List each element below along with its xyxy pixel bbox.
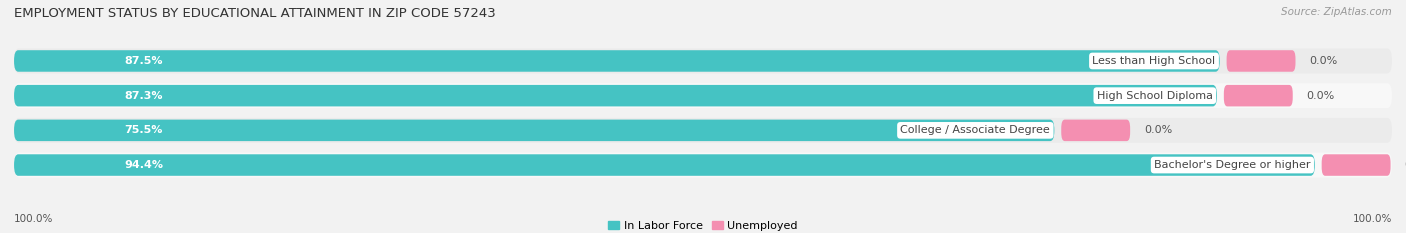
FancyBboxPatch shape — [14, 85, 1218, 106]
Text: 87.3%: 87.3% — [124, 91, 163, 101]
FancyBboxPatch shape — [1062, 120, 1130, 141]
Text: EMPLOYMENT STATUS BY EDUCATIONAL ATTAINMENT IN ZIP CODE 57243: EMPLOYMENT STATUS BY EDUCATIONAL ATTAINM… — [14, 7, 496, 20]
Text: 0.0%: 0.0% — [1144, 125, 1173, 135]
FancyBboxPatch shape — [14, 50, 1220, 72]
FancyBboxPatch shape — [14, 153, 1392, 178]
Text: Bachelor's Degree or higher: Bachelor's Degree or higher — [1154, 160, 1310, 170]
Text: 0.0%: 0.0% — [1306, 91, 1334, 101]
FancyBboxPatch shape — [14, 48, 1392, 73]
Text: High School Diploma: High School Diploma — [1097, 91, 1213, 101]
FancyBboxPatch shape — [14, 83, 1392, 108]
FancyBboxPatch shape — [14, 154, 1315, 176]
Text: 75.5%: 75.5% — [124, 125, 163, 135]
FancyBboxPatch shape — [14, 118, 1392, 143]
Text: Source: ZipAtlas.com: Source: ZipAtlas.com — [1281, 7, 1392, 17]
FancyBboxPatch shape — [1226, 50, 1295, 72]
FancyBboxPatch shape — [14, 120, 1054, 141]
Text: College / Associate Degree: College / Associate Degree — [900, 125, 1050, 135]
Text: 100.0%: 100.0% — [1353, 214, 1392, 224]
FancyBboxPatch shape — [1322, 154, 1391, 176]
Legend: In Labor Force, Unemployed: In Labor Force, Unemployed — [603, 216, 803, 233]
Text: 100.0%: 100.0% — [14, 214, 53, 224]
Text: 94.4%: 94.4% — [124, 160, 163, 170]
Text: 87.5%: 87.5% — [124, 56, 163, 66]
Text: 0.0%: 0.0% — [1309, 56, 1337, 66]
Text: 0.0%: 0.0% — [1405, 160, 1406, 170]
Text: Less than High School: Less than High School — [1092, 56, 1216, 66]
FancyBboxPatch shape — [1223, 85, 1292, 106]
